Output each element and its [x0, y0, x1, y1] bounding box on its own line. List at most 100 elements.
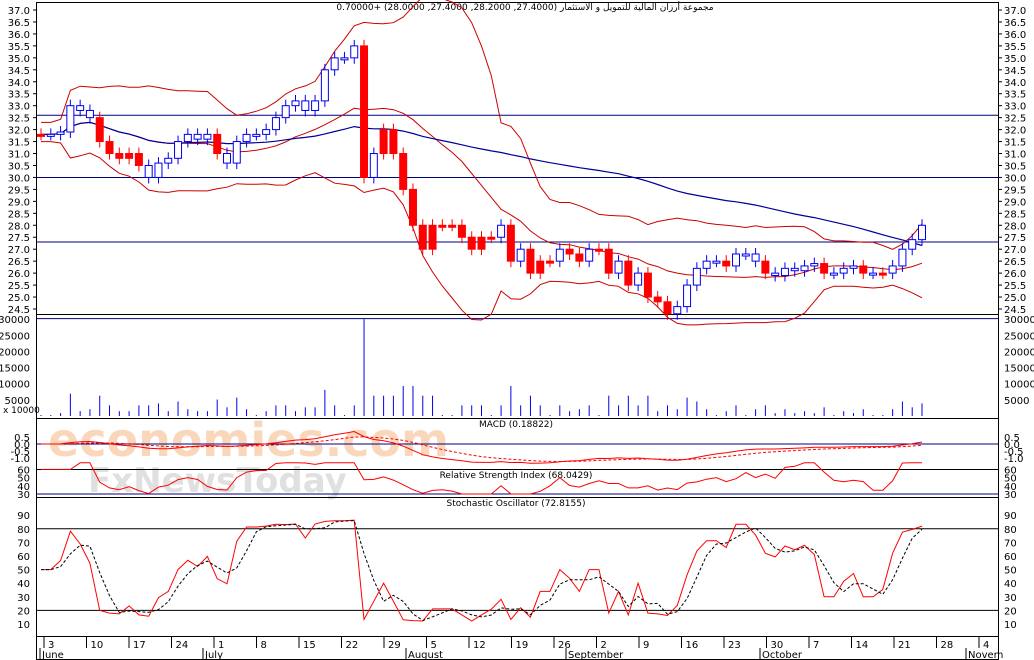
price-tick-left: 34.0	[8, 78, 30, 89]
volume-bars	[40, 319, 923, 416]
date-labels: 3 10 17 24 1 8 15 22 29 5 12 19 26 2 9 16 23 30 7 14 21 28 4Ju…	[39, 636, 1003, 660]
candle-body	[790, 267, 799, 272]
price-tick-right: 36.0	[1004, 30, 1026, 41]
volume-tick-left: 30000	[0, 315, 30, 326]
rsi-line	[41, 462, 922, 495]
date-label: 2	[601, 640, 607, 651]
price-tick-right: 32.5	[1004, 114, 1026, 125]
rsi-tick-left: 30	[17, 490, 30, 501]
rsi-tick-left: 40	[17, 482, 30, 493]
candle-body	[76, 105, 85, 111]
price-tick-left: 33.5	[8, 90, 30, 101]
candle-body	[262, 129, 271, 135]
rsi-title: Relative Strength Index (68.0429)	[440, 471, 593, 481]
stoch-title: Stochastic Oscillator (72.8155)	[446, 499, 585, 509]
price-tick-left: 24.5	[8, 305, 30, 316]
price-tick-right: 32.0	[1004, 126, 1026, 137]
macd-tick-left: 0.5	[14, 433, 30, 444]
price-tick-left: 30.0	[8, 173, 30, 184]
candle-body	[869, 272, 878, 276]
candle-body	[487, 236, 496, 240]
rsi-tick-right: 30	[1004, 490, 1017, 501]
chart-title: مجموعة أرزان المالية للتمويل و الاستثمار…	[336, 1, 713, 13]
price-tick-left: 37.0	[8, 6, 30, 17]
price-tick-right: 35.5	[1004, 42, 1026, 53]
candle-body	[859, 265, 868, 274]
candle-body	[389, 129, 398, 155]
candle-body	[379, 129, 388, 155]
macd-lines	[37, 430, 998, 464]
candle-body	[56, 131, 65, 135]
stoch-tick-right: 40	[1004, 579, 1017, 590]
date-label: 29	[388, 640, 401, 651]
price-tick-left: 35.5	[8, 42, 30, 53]
price-tick-left: 29.0	[8, 197, 30, 208]
candle-body	[164, 157, 173, 164]
candle-body	[546, 260, 555, 264]
rsi-tick-right: 60	[1004, 465, 1017, 476]
stoch-tick-right: 30	[1004, 593, 1017, 604]
candle-body	[663, 301, 672, 315]
stoch-lines	[37, 519, 998, 622]
macd-signal-line	[41, 436, 923, 463]
price-tick-right: 27.0	[1004, 245, 1026, 256]
candle-body	[575, 253, 584, 262]
candle-body	[95, 117, 104, 143]
price-tick-left: 28.5	[8, 209, 30, 220]
candle-body	[849, 265, 858, 269]
price-tick-left: 31.5	[8, 138, 30, 149]
price-tick-left: 32.5	[8, 114, 30, 125]
candle-body	[457, 224, 466, 238]
candle-body	[732, 253, 741, 267]
candle-body	[428, 224, 437, 250]
price-tick-right: 33.0	[1004, 102, 1026, 113]
candle-body	[771, 272, 780, 277]
macd-tick-right: 0.0	[1004, 440, 1020, 451]
price-tick-left: 34.5	[8, 66, 30, 77]
date-label: 19	[516, 640, 529, 651]
macd-title: MACD (0.18822)	[479, 420, 553, 430]
stoch-tick-left: 40	[17, 579, 30, 590]
candle-body	[183, 133, 192, 143]
price-tick-left: 33.0	[8, 102, 30, 113]
volume-tick-left: 15000	[0, 364, 30, 375]
stoch-tick-left: 30	[17, 593, 30, 604]
date-label: 17	[133, 640, 146, 651]
candle-body	[144, 164, 153, 178]
date-label: 4	[983, 640, 989, 651]
candle-body	[467, 236, 476, 250]
volume-tick-left: 20000	[0, 347, 30, 358]
price-tick-left: 25.0	[8, 293, 30, 304]
price-tick-left: 31.0	[8, 150, 30, 161]
candle-body	[918, 224, 926, 241]
stoch-tick-right: 90	[1004, 511, 1017, 522]
price-tick-right: 25.0	[1004, 293, 1026, 304]
candle-body	[66, 105, 75, 133]
volume-tick-left: 10000	[0, 380, 30, 391]
price-axis: 24.5 24.525.0 25.025.5 25.526.0 26.026.5 26.5…	[8, 6, 1027, 316]
candle-body	[320, 69, 329, 102]
candle-body	[174, 141, 183, 159]
macd-tick-left: 0.0	[14, 440, 30, 451]
candle-body	[810, 263, 819, 267]
candle-body	[712, 260, 721, 264]
candle-body	[448, 224, 457, 228]
volume-tick-right: 25000	[1004, 331, 1034, 342]
candle-body	[888, 265, 897, 274]
stoch-tick-left: 70	[17, 538, 30, 549]
price-tick-left: 30.5	[8, 161, 30, 172]
watermark-economies: economies.com	[48, 413, 449, 467]
price-tick-right: 35.0	[1004, 54, 1026, 65]
macd-tick-right: -1.0	[1004, 454, 1024, 465]
stoch-tick-left: 50	[17, 566, 30, 577]
price-tick-right: 31.0	[1004, 150, 1026, 161]
month-label: August	[408, 650, 443, 660]
candle-body	[624, 260, 633, 286]
candle-body	[555, 248, 564, 262]
volume-tick-right: 30000	[1004, 315, 1034, 326]
volume-tick-right: 20000	[1004, 347, 1034, 358]
stoch-tick-left: 80	[17, 525, 30, 536]
rsi-lines	[37, 462, 998, 495]
price-tick-right: 29.5	[1004, 185, 1026, 196]
